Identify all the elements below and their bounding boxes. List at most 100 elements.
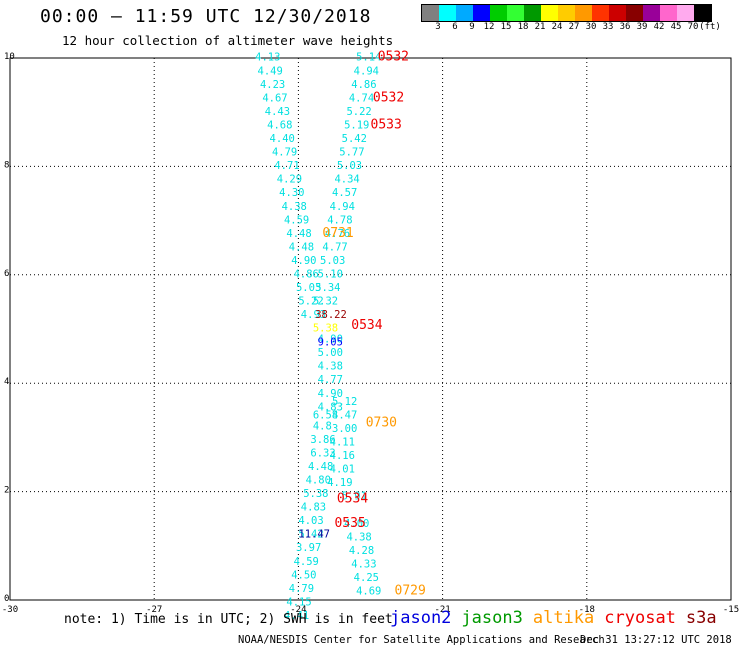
color-swatch-4: [490, 5, 507, 21]
swh-value: 4.80: [306, 474, 331, 486]
swh-value: 5.12: [332, 396, 357, 408]
swh-value: 4.25: [354, 572, 379, 584]
swh-value: 5.91: [342, 491, 367, 503]
color-scale-ticks: 3 6 9 12 15 18 21 24 27 30 33 36 39 42 45 70 (ft): [421, 22, 740, 34]
swh-value: 5.03: [337, 160, 362, 172]
color-tick-label: 36: [619, 22, 631, 32]
y-tick-label: 4: [4, 377, 9, 387]
swh-value: 4.40: [270, 133, 295, 145]
y-tick-label: 8: [4, 160, 9, 170]
swh-value: 4.93: [301, 309, 326, 321]
swh-value: 4.76: [325, 228, 350, 240]
color-swatch-9: [575, 5, 592, 21]
swh-value: 38.22: [315, 309, 347, 321]
color-tick-label: 27: [568, 22, 580, 32]
swh-value: 4.86: [351, 79, 376, 91]
swh-value: 4.94: [354, 65, 379, 77]
generation-timestamp: Dec 31 13:27:12 UTC 2018: [580, 634, 732, 646]
color-tick-label: 42: [653, 22, 665, 32]
swh-value: 4.74: [349, 92, 374, 104]
color-swatch-14: [660, 5, 677, 21]
swh-value: 5.22: [298, 296, 323, 308]
swh-value: 4.57: [332, 187, 357, 199]
color-swatch-8: [558, 5, 575, 21]
swh-value: 4.90: [318, 388, 343, 400]
swh-value: 3.97: [296, 542, 321, 554]
color-tick-label: 12: [483, 22, 495, 32]
color-swatch-16: [694, 5, 711, 21]
satellite-cryosat: cryosat: [604, 608, 676, 628]
swh-value: 4.59: [294, 556, 319, 568]
y-tick-label: 10: [4, 52, 15, 62]
swh-value: 5.38: [303, 488, 328, 500]
swh-value: 4.48: [289, 241, 314, 253]
swh-value: 4.48: [308, 461, 333, 473]
swh-value: 4.50: [291, 569, 316, 581]
color-tick-label: 6: [452, 22, 458, 32]
swh-value: 4.79: [289, 583, 314, 595]
swh-value: 3.86: [310, 434, 335, 446]
swh-value: 4.38: [282, 201, 307, 213]
color-swatch-12: [626, 5, 643, 21]
swh-value: 4.8: [313, 420, 332, 432]
swh-value: 5.34: [315, 282, 340, 294]
pass-time-label: 0534: [351, 318, 382, 333]
swh-value: 4.38: [346, 531, 371, 543]
swh-value: 5.32: [313, 296, 338, 308]
swh-value: 4.78: [327, 214, 352, 226]
color-swatch-2: [456, 5, 473, 21]
color-swatch-6: [524, 5, 541, 21]
color-swatch-13: [643, 5, 660, 21]
swh-value: 4.16: [330, 450, 355, 462]
swh-value: 5.03: [320, 255, 345, 267]
swh-value: 4.29: [277, 174, 302, 186]
swh-value: 4.30: [279, 187, 304, 199]
swh-value: 5.38: [313, 323, 338, 335]
swh-value: 5.00: [318, 347, 343, 359]
swh-value: 5.03: [296, 282, 321, 294]
swh-value: 4.77: [322, 241, 347, 253]
color-tick-label: 30: [585, 22, 597, 32]
swh-value: 4.28: [349, 545, 374, 557]
x-tick-label: -21: [434, 605, 450, 615]
x-tick-label: -30: [2, 605, 18, 615]
color-tick-label: (ft): [699, 22, 721, 32]
pass-time-label: 0532: [378, 50, 409, 65]
pass-time-label: 0532: [373, 90, 404, 105]
swh-value: 4.48: [286, 228, 311, 240]
color-swatch-1: [439, 5, 456, 21]
swh-value: 3.00: [332, 423, 357, 435]
swh-value: 4.47: [332, 409, 357, 421]
y-tick-label: 2: [4, 486, 9, 496]
satellite-jason3: jason3: [461, 608, 523, 628]
swh-value: 4.83: [318, 401, 343, 413]
color-tick-label: 15: [500, 22, 512, 32]
color-tick-label: 39: [636, 22, 648, 32]
pass-time-label: 0731: [322, 226, 353, 241]
satellite-s3a: s3a: [685, 608, 717, 628]
pass-time-label: 0730: [366, 416, 397, 431]
swh-value: 4.13: [255, 52, 280, 64]
swh-value: 4.83: [301, 502, 326, 514]
satellite-jason2: jason2: [390, 608, 452, 628]
y-tick-label: 6: [4, 269, 9, 279]
swh-value: 4.01: [330, 464, 355, 476]
x-tick-label: -15: [723, 605, 739, 615]
swh-value: 9.05: [318, 336, 343, 348]
chart-title: 00:00 — 11:59 UTC 12/30/2018: [40, 6, 372, 27]
x-tick-label: -18: [579, 605, 595, 615]
color-tick-label: 3: [435, 22, 441, 32]
color-swatch-15: [677, 5, 694, 21]
pass-time-label: 0533: [371, 117, 402, 132]
satellite-altika: altika: [532, 608, 595, 628]
swh-value: 4.86: [294, 269, 319, 281]
swh-value: 4.19: [327, 477, 352, 489]
swh-value: 4.38: [318, 361, 343, 373]
chart-subtitle: 12 hour collection of altimeter wave hei…: [62, 33, 394, 48]
color-scale-bar: [421, 4, 712, 22]
color-swatch-0: [422, 5, 439, 21]
color-tick-label: 24: [551, 22, 563, 32]
swh-value: 4.59: [284, 214, 309, 226]
plot-frame: [9, 57, 732, 601]
color-swatch-5: [507, 5, 524, 21]
